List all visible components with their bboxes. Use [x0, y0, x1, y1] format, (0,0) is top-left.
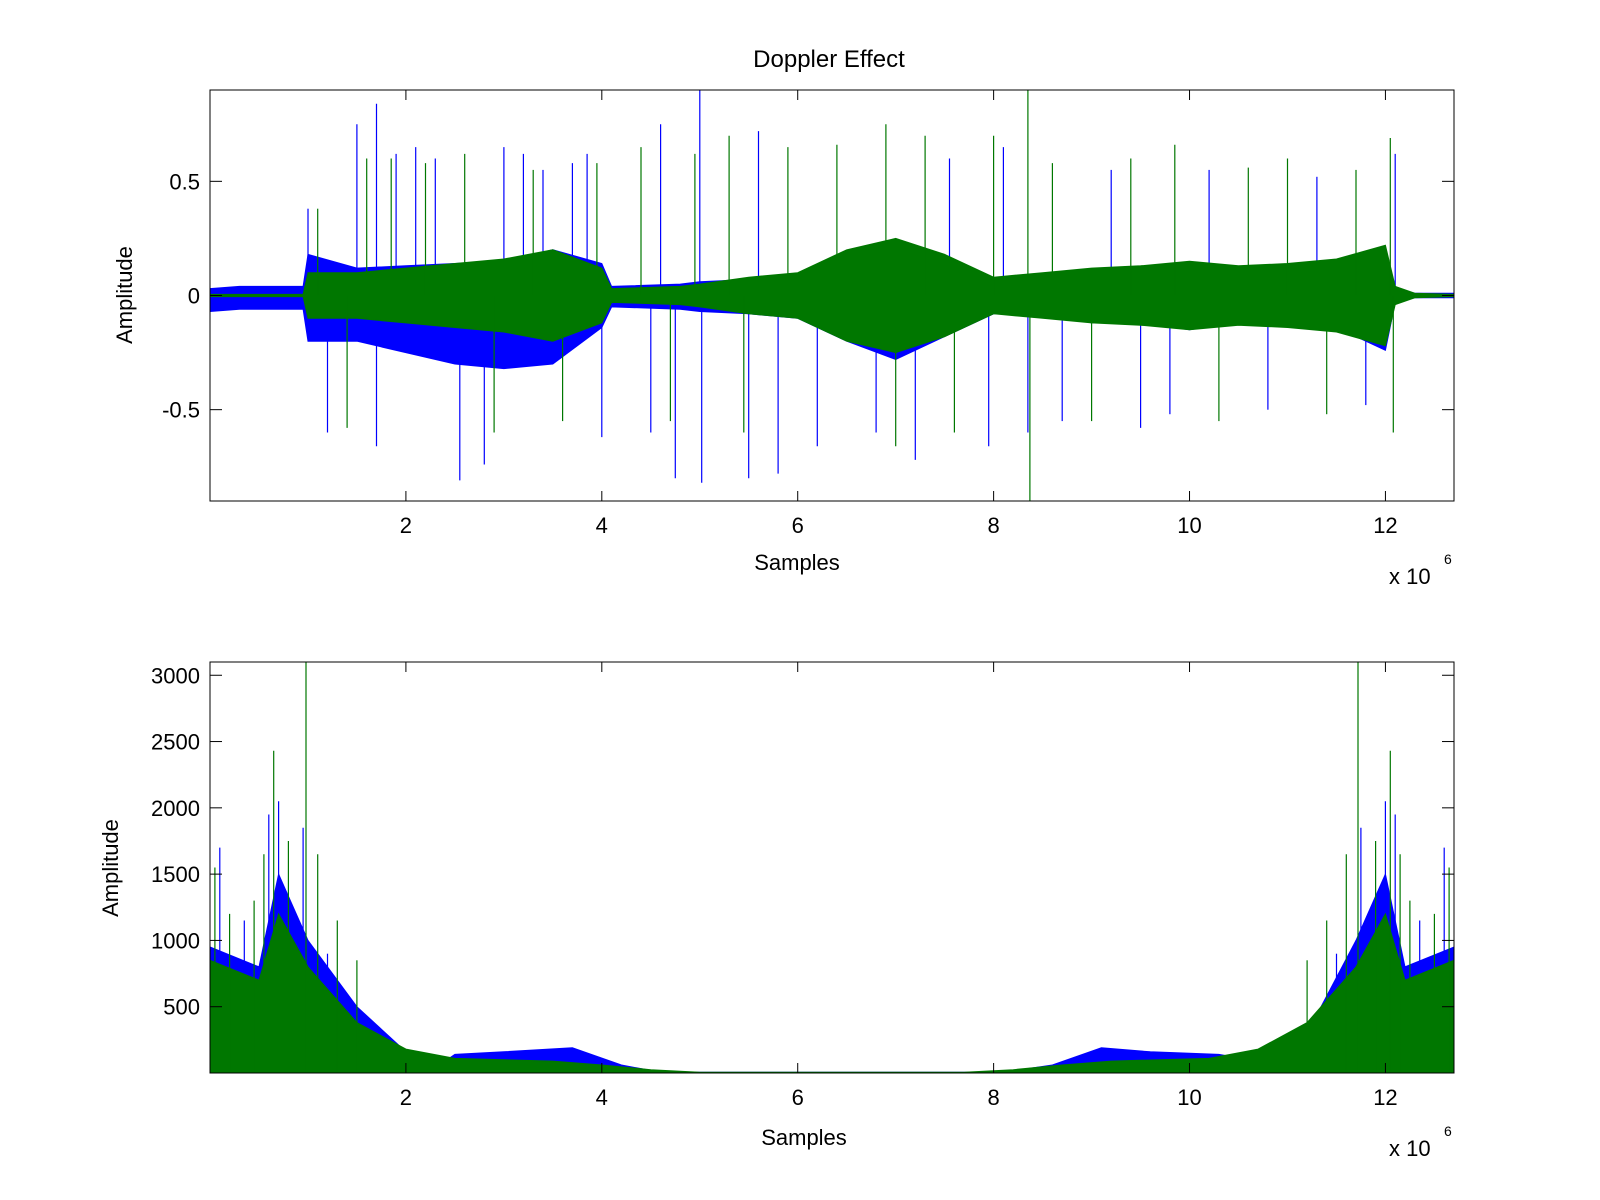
top-x-axis-label: Samples [754, 550, 840, 575]
bottom-y-tick-label: 500 [163, 995, 200, 1020]
bottom-axes-spectrum: 2 4 6 8 10 12 3000 2500 2000 1500 1000 500 Samples… [98, 661, 1455, 1161]
top-series-green-envelope [210, 237, 1454, 354]
bottom-series-green-envelope [210, 912, 1454, 1073]
top-x-tick-label: 10 [1177, 513, 1201, 538]
top-x-tick-label: 12 [1373, 513, 1397, 538]
bottom-x-multiplier: x 10 [1389, 1136, 1431, 1161]
top-x-tick-label: 8 [987, 513, 999, 538]
top-axes-waveform: 2 4 6 8 10 12 0.5 0 -0.5 Samples Amplitude x 10… [112, 89, 1455, 589]
bottom-y-tick-label: 2000 [151, 796, 200, 821]
top-x-ticks: 2 4 6 8 10 12 [400, 90, 1398, 538]
top-x-multiplier-exponent: 6 [1444, 551, 1452, 567]
bottom-x-tick-label: 12 [1373, 1085, 1397, 1110]
bottom-x-tick-label: 8 [987, 1085, 999, 1110]
bottom-x-tick-label: 2 [400, 1085, 412, 1110]
top-y-tick-label: 0 [188, 284, 200, 309]
top-x-tick-label: 4 [596, 513, 608, 538]
figure-title: Doppler Effect [753, 46, 905, 73]
top-y-tick-label: 0.5 [169, 169, 200, 194]
top-x-tick-label: 6 [792, 513, 804, 538]
bottom-x-tick-label: 4 [596, 1085, 608, 1110]
bottom-y-tick-label: 1500 [151, 862, 200, 887]
bottom-x-tick-label: 6 [792, 1085, 804, 1110]
bottom-x-ticks: 2 4 6 8 10 12 [400, 662, 1398, 1110]
bottom-y-tick-label: 3000 [151, 663, 200, 688]
bottom-axes-frame [209, 661, 1455, 1074]
bottom-plot-area [210, 662, 1454, 1073]
bottom-x-tick-label: 10 [1177, 1085, 1201, 1110]
top-x-tick-label: 2 [400, 513, 412, 538]
top-y-tick-label: -0.5 [162, 398, 200, 423]
bottom-y-tick-label: 1000 [151, 928, 200, 953]
bottom-x-axis-label: Samples [761, 1125, 847, 1150]
bottom-y-axis-label: Amplitude [98, 819, 123, 917]
top-y-axis-label: Amplitude [112, 246, 137, 344]
bottom-y-tick-label: 2500 [151, 730, 200, 755]
top-y-ticks: 0.5 0 -0.5 [162, 169, 1454, 423]
top-plot-area [210, 90, 1454, 501]
bottom-x-multiplier-exponent: 6 [1444, 1123, 1452, 1139]
top-x-multiplier: x 10 [1389, 564, 1431, 589]
bottom-y-ticks: 3000 2500 2000 1500 1000 500 [151, 663, 1454, 1020]
